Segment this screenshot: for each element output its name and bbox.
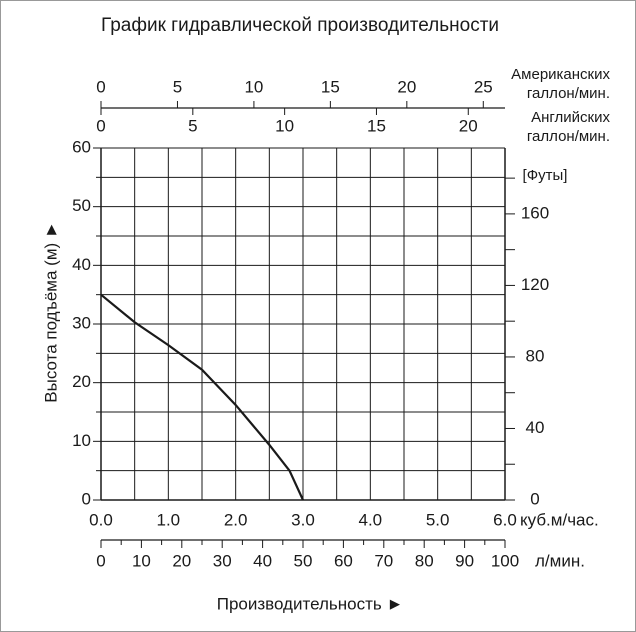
- lpm-tick-label: 20: [172, 551, 191, 570]
- y-tick-label: 20: [72, 372, 91, 391]
- lpm-tick-label: 0: [96, 551, 105, 570]
- x-tick-label: 1.0: [157, 510, 181, 529]
- uk-unit: Английских: [531, 109, 610, 126]
- x-tick-label: 6.0: [493, 510, 517, 529]
- y-tick-label: 50: [72, 196, 91, 215]
- uk-tick-label: 15: [367, 116, 386, 135]
- us-tick-label: 20: [397, 77, 416, 96]
- lpm-tick-label: 70: [374, 551, 393, 570]
- y-tick-label: 0: [82, 489, 91, 508]
- lpm-tick-label: 80: [415, 551, 434, 570]
- us-tick-label: 15: [321, 77, 340, 96]
- x-tick-label: 0.0: [89, 510, 113, 529]
- us-unit: галлон/мин.: [527, 85, 610, 102]
- y2-tick-label: 120: [521, 275, 549, 294]
- x-tick-label: 3.0: [291, 510, 315, 529]
- y2-tick-label: 160: [521, 203, 549, 222]
- y-axis-title: Высота подъёма (м) ►: [41, 221, 60, 402]
- y2-tick-label: 40: [526, 418, 545, 437]
- y-tick-label: 40: [72, 255, 91, 274]
- y2-tick-label: 80: [526, 346, 545, 365]
- lpm-tick-label: 40: [253, 551, 272, 570]
- y2-unit: [Футы]: [523, 167, 568, 184]
- lpm-tick-label: 90: [455, 551, 474, 570]
- uk-tick-label: 10: [275, 116, 294, 135]
- lpm-unit: л/мин.: [535, 551, 585, 570]
- lpm-tick-label: 100: [491, 551, 519, 570]
- us-unit: Американских: [511, 66, 610, 83]
- x-unit: куб.м/час.: [520, 510, 599, 529]
- performance-curve: [100, 293, 304, 501]
- y-tick-label: 60: [72, 137, 91, 156]
- y-tick-label: 10: [72, 431, 91, 450]
- uk-tick-label: 20: [459, 116, 478, 135]
- x-tick-label: 2.0: [224, 510, 248, 529]
- chart-title: График гидравлической производительности: [101, 15, 499, 36]
- uk-tick-label: 0: [96, 116, 105, 135]
- us-tick-label: 25: [474, 77, 493, 96]
- lpm-tick-label: 10: [132, 551, 151, 570]
- x-axis-title: Производительность ►: [217, 594, 404, 613]
- x-tick-label: 5.0: [426, 510, 450, 529]
- y-tick-label: 30: [72, 313, 91, 332]
- x-tick-label: 4.0: [359, 510, 383, 529]
- us-tick-label: 10: [244, 77, 263, 96]
- uk-tick-label: 5: [188, 116, 197, 135]
- uk-unit: галлон/мин.: [527, 128, 610, 145]
- lpm-tick-label: 30: [213, 551, 232, 570]
- us-tick-label: 0: [96, 77, 105, 96]
- y2-tick-label: 0: [530, 489, 539, 508]
- us-tick-label: 5: [173, 77, 182, 96]
- lpm-tick-label: 60: [334, 551, 353, 570]
- lpm-tick-label: 50: [294, 551, 313, 570]
